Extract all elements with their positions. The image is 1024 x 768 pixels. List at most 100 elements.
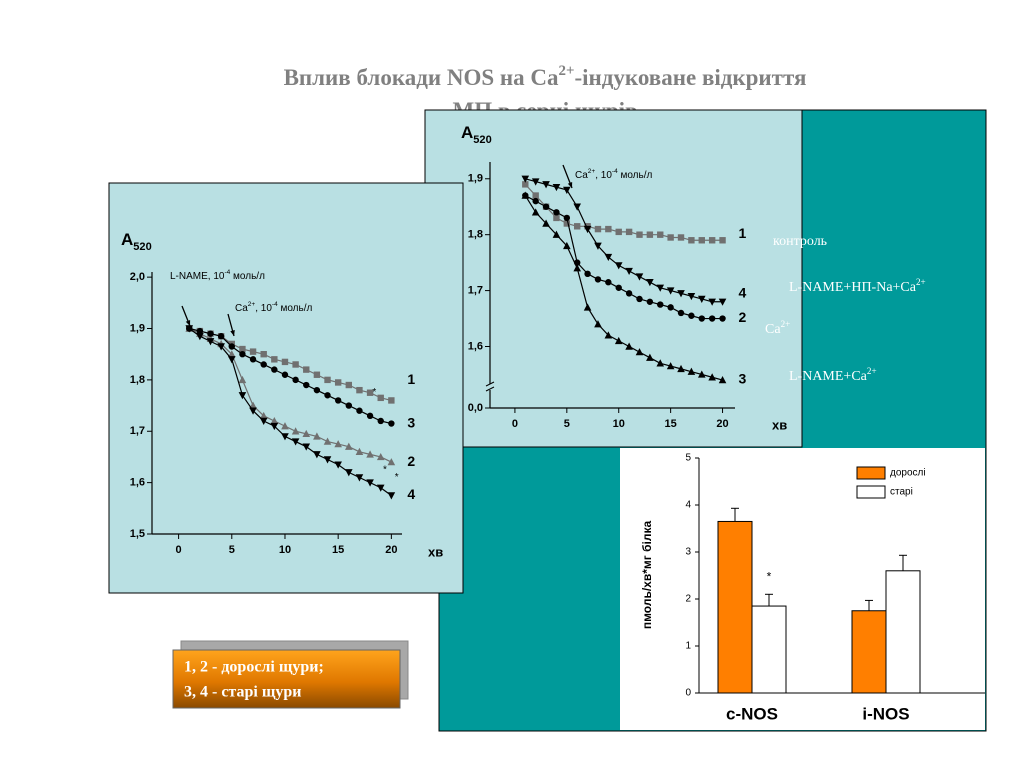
marker: [594, 242, 602, 250]
bar: [885, 570, 921, 694]
marker: [260, 350, 267, 358]
marker: [521, 175, 530, 183]
marker: [708, 373, 716, 381]
marker: [521, 191, 530, 199]
series-label: 3: [407, 414, 415, 430]
content: контрольL-NAME+НП-Na+Ca2+Ca2+L-NAME+Ca2+…: [121, 123, 985, 723]
text-part: моль/л: [618, 170, 653, 181]
marker: [625, 228, 633, 236]
marker: [185, 325, 194, 333]
marker: [217, 343, 225, 351]
text-part: Ca: [765, 322, 781, 337]
text-part: моль/л: [278, 303, 313, 314]
x-tick-label: 0: [176, 544, 182, 556]
text-part: A: [121, 230, 133, 249]
marker: [388, 420, 395, 427]
marker: [583, 225, 592, 234]
note-box: [172, 649, 401, 709]
x-tick-label: 15: [332, 544, 344, 556]
marker: [281, 422, 289, 430]
marker: [636, 295, 643, 303]
marker: [552, 230, 561, 238]
marker: [313, 451, 321, 459]
marker: [667, 304, 674, 311]
marker: [677, 234, 685, 241]
marker: [605, 225, 612, 233]
x-tick-label: 5: [229, 544, 235, 556]
y-tick-label: 1,8: [130, 374, 145, 386]
marker: [249, 356, 257, 363]
x-tick-label: c-NOS: [726, 704, 778, 723]
text-part: L-NAME+НП-Na+Ca: [789, 280, 917, 295]
marker: [291, 427, 300, 435]
marker: [196, 327, 204, 335]
marker: [657, 231, 664, 238]
marker: [531, 208, 540, 216]
marker: [292, 361, 299, 368]
marker: [697, 370, 706, 378]
text-part: A: [461, 123, 473, 142]
significance-star: *: [395, 472, 399, 483]
marker: [355, 447, 364, 456]
marker: [196, 333, 204, 341]
marker: [356, 407, 363, 414]
marker: [697, 295, 706, 303]
series-label: 2: [407, 453, 415, 469]
arrow-head: [230, 330, 235, 336]
significance-star: *: [383, 464, 387, 475]
y-tick-label: 3: [685, 547, 691, 558]
legend-label: старі: [890, 487, 913, 498]
marker: [270, 422, 279, 431]
marker: [666, 362, 675, 370]
marker: [646, 298, 654, 305]
text-part: , 10: [595, 170, 612, 181]
marker: [708, 237, 716, 244]
marker: [207, 330, 214, 337]
axis-break: [485, 381, 495, 387]
text-part: моль/л: [230, 271, 265, 282]
marker: [281, 358, 289, 366]
marker: [324, 392, 331, 399]
marker: [594, 225, 602, 233]
marker: [708, 298, 716, 306]
marker: [387, 492, 396, 500]
x-tick-label: 10: [279, 544, 291, 556]
legend-swatch: [856, 485, 886, 499]
bar: [751, 605, 787, 694]
chart-panel-right: [424, 109, 803, 448]
series-label: 2: [739, 309, 747, 325]
marker: [366, 389, 374, 396]
marker: [698, 315, 705, 322]
marker: [238, 392, 247, 400]
marker: [615, 284, 622, 291]
y-tick-label: 0: [685, 688, 691, 699]
marker: [698, 237, 705, 244]
text-part: контроль: [773, 234, 827, 249]
superscript: 2+: [916, 277, 926, 287]
y-axis-label: A520: [461, 123, 492, 145]
marker: [635, 273, 644, 281]
y-tick-label: 1,7: [468, 284, 483, 296]
marker: [345, 442, 353, 450]
marker: [687, 292, 696, 301]
marker: [345, 402, 353, 409]
marker: [377, 417, 384, 425]
marker: [249, 348, 257, 355]
marker: [227, 356, 236, 364]
text-part: Ca: [575, 170, 588, 181]
title-line: Вплив блокади NOS на Ca2+-індуковане від…: [284, 63, 807, 90]
marker: [563, 186, 571, 194]
marker: [677, 290, 685, 298]
marker: [584, 270, 591, 278]
marker: [636, 231, 643, 238]
marker: [259, 417, 268, 425]
marker: [239, 350, 246, 358]
x-axis-label: хв: [772, 417, 787, 432]
y-tick-label: 5: [685, 453, 691, 464]
marker: [366, 479, 374, 487]
marker: [573, 264, 582, 272]
superscript: 2+: [867, 366, 877, 376]
note-line: 1, 2 - дорослі щури;: [184, 659, 324, 676]
marker: [345, 469, 353, 477]
